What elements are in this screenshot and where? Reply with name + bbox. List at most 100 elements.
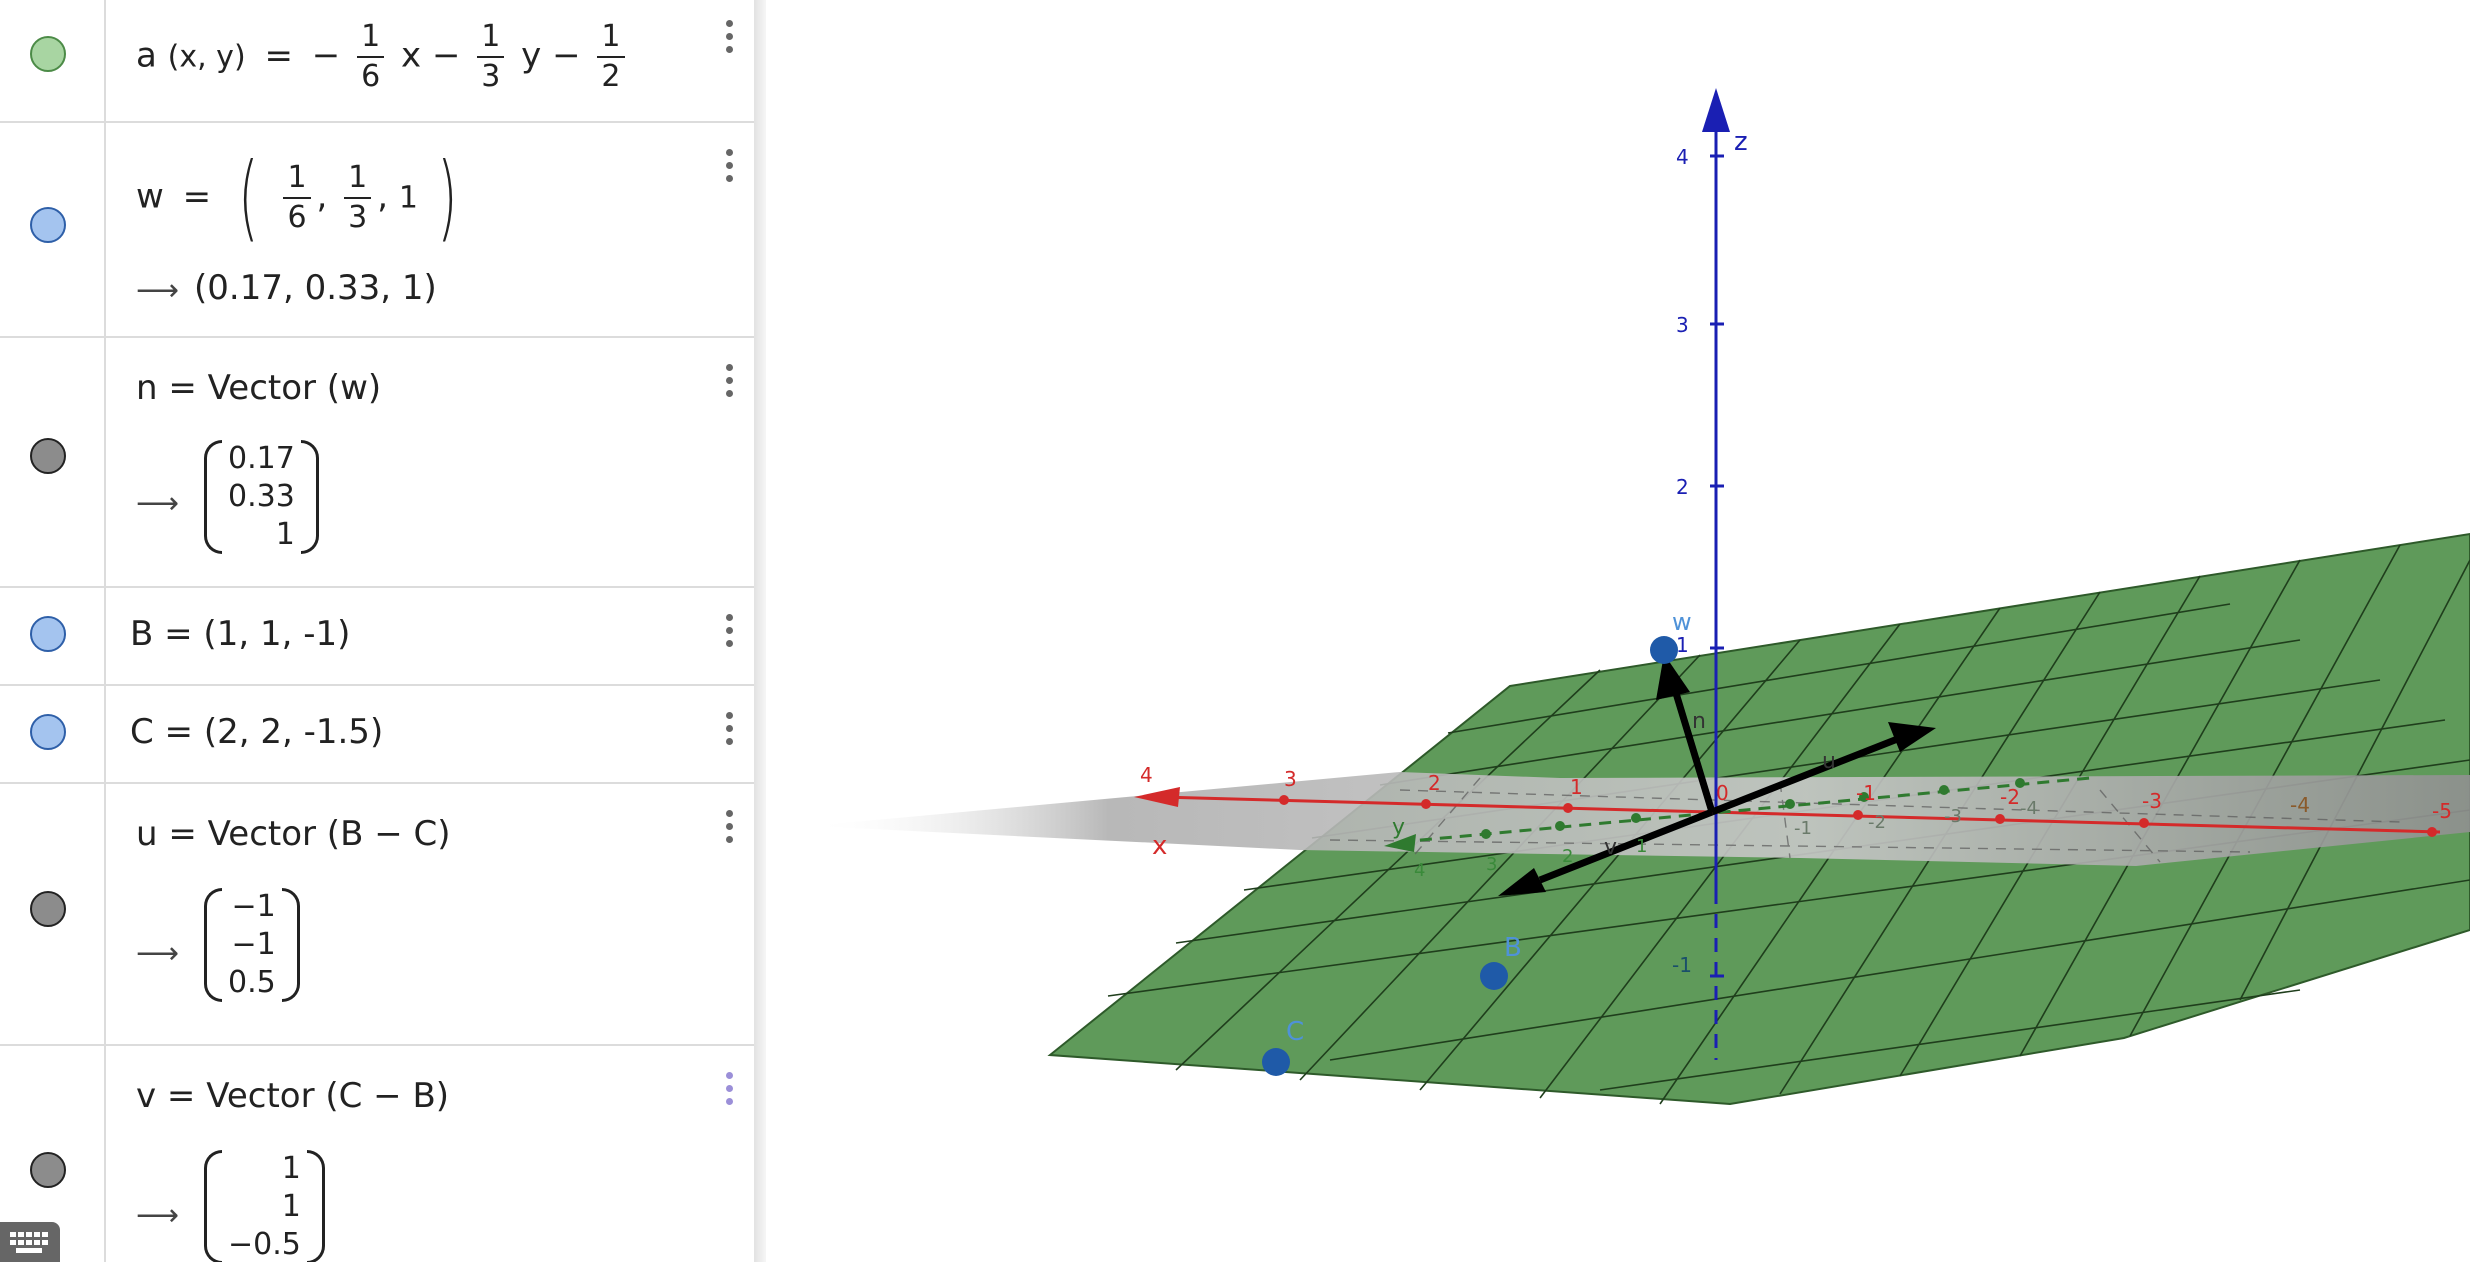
3d-canvas[interactable]: z x y 4 3 2 1 -1 4 3 2 1 0 -1 -2 -3 -4 -… (766, 0, 2470, 1262)
result-arrow: ⟶ (136, 486, 180, 521)
vector-n-group[interactable] (1656, 654, 1716, 814)
vector-v-group[interactable] (1498, 808, 1714, 896)
x-tick-3: 3 (1284, 767, 1297, 791)
paren-open: ( (238, 143, 259, 252)
point-w-label: w (1672, 608, 1692, 636)
definition-C[interactable]: C = (2, 2, -1.5) (130, 712, 384, 752)
algebra-row-v[interactable]: v = Vector (C − B) ⟶ 1 1 −0.5 (0, 1046, 754, 1262)
algebra-row-C[interactable]: C = (2, 2, -1.5) (0, 686, 754, 784)
z-tick-1: 1 (1676, 633, 1689, 657)
more-menu-icon[interactable] (724, 808, 734, 848)
component-2: 0.33 (228, 479, 295, 514)
y-tick-minus-3: -3 (1944, 806, 1962, 827)
vector-u-head (1888, 722, 1936, 752)
y-axis-tick-dots (1481, 778, 2025, 839)
algebra-row-B[interactable]: B = (1, 1, -1) (0, 588, 754, 686)
vector-u[interactable] (1710, 734, 1902, 816)
equals: = (264, 35, 293, 76)
sign: − (311, 35, 341, 76)
y-tick-4: 4 (1414, 860, 1425, 881)
marble-column (0, 123, 106, 336)
marble-column (0, 1046, 106, 1262)
definition-B[interactable]: B = (1, 1, -1) (130, 614, 351, 654)
lhs: a (136, 35, 157, 76)
x-tick-minus-2: -2 (2000, 785, 2020, 809)
point-B[interactable] (1480, 962, 1508, 990)
result-arrow: ⟶ (136, 273, 180, 308)
visibility-toggle-u[interactable] (30, 891, 66, 927)
result-v: 1 1 −0.5 (204, 1150, 325, 1262)
z-axis-label: z (1734, 127, 1748, 157)
more-menu-icon[interactable] (724, 18, 734, 58)
component-2: −1 (231, 927, 276, 962)
component-1: 1 (281, 1151, 301, 1186)
vector-v[interactable] (1538, 808, 1714, 884)
vector-n[interactable] (1668, 678, 1716, 814)
z-tick-2: 2 (1676, 475, 1689, 499)
z-tick-4: 4 (1676, 145, 1689, 169)
more-menu-icon[interactable] (724, 147, 734, 187)
point-w[interactable] (1650, 636, 1678, 664)
result-arrow: ⟶ (136, 936, 180, 971)
var-x: x (401, 35, 422, 76)
marble-column (0, 0, 106, 121)
z-tick-3: 3 (1676, 313, 1689, 337)
x-tick-1: 1 (1570, 775, 1583, 799)
x-tick-minus-5: -5 (2432, 799, 2452, 823)
keyboard-icon[interactable] (0, 1222, 60, 1262)
view-divider[interactable] (754, 0, 766, 1262)
definition-v[interactable]: v = Vector (C − B) (136, 1076, 450, 1116)
op: − (431, 35, 461, 76)
x-tick-2: 2 (1428, 771, 1441, 795)
more-menu-icon[interactable] (724, 362, 734, 402)
definition-u[interactable]: u = Vector (B − C) (136, 814, 451, 854)
component-1: −1 (231, 889, 276, 924)
y-tick-2: 2 (1562, 846, 1573, 867)
vector-v-head (1498, 868, 1546, 896)
visibility-toggle-w[interactable] (30, 207, 66, 243)
xy-grid (1329, 777, 2401, 863)
point-C[interactable] (1262, 1048, 1290, 1076)
x-axis-tick-dots (1279, 795, 2437, 837)
visibility-toggle-C[interactable] (30, 714, 66, 750)
y-axis (1399, 776, 2091, 844)
paren-close: ) (437, 143, 458, 252)
definition-n[interactable]: n = Vector (w) (136, 368, 382, 408)
point-C-label: C (1286, 1017, 1304, 1047)
graphics-3d-view[interactable]: z x y 4 3 2 1 -1 4 3 2 1 0 -1 -2 -3 -4 -… (766, 0, 2470, 1262)
result-u: −1 −1 0.5 (204, 888, 300, 1002)
visibility-toggle-n[interactable] (30, 438, 66, 474)
var-y: y (521, 35, 542, 76)
y-tick-3: 3 (1486, 854, 1497, 875)
algebra-row-u[interactable]: u = Vector (B − C) ⟶ −1 −1 0.5 (0, 784, 754, 1046)
more-menu-icon[interactable] (724, 710, 734, 750)
visibility-toggle-B[interactable] (30, 616, 66, 652)
y-tick-1: 1 (1636, 836, 1647, 857)
args: (x, y) (167, 39, 246, 75)
more-menu-icon[interactable] (724, 1070, 734, 1110)
result-w: (0.17, 0.33, 1) (194, 268, 437, 308)
x-axis-arrow (1134, 787, 1180, 807)
origin-label: 0 (1716, 781, 1729, 805)
component-3: −0.5 (228, 1227, 301, 1262)
more-menu-icon[interactable] (724, 612, 734, 652)
visibility-toggle-v[interactable] (30, 1152, 66, 1188)
visibility-toggle-a[interactable] (30, 36, 66, 72)
vector-v-label: v (1604, 835, 1617, 860)
x-axis-label: x (1152, 831, 1167, 861)
vector-n-head (1656, 654, 1690, 700)
component-3: 1 (398, 180, 418, 216)
algebra-row-n[interactable]: n = Vector (w) ⟶ 0.17 0.33 1 (0, 338, 754, 588)
op: − (552, 35, 581, 76)
vector-u-group[interactable] (1710, 722, 1936, 816)
y-tick-minus-1: -1 (1794, 818, 1812, 839)
